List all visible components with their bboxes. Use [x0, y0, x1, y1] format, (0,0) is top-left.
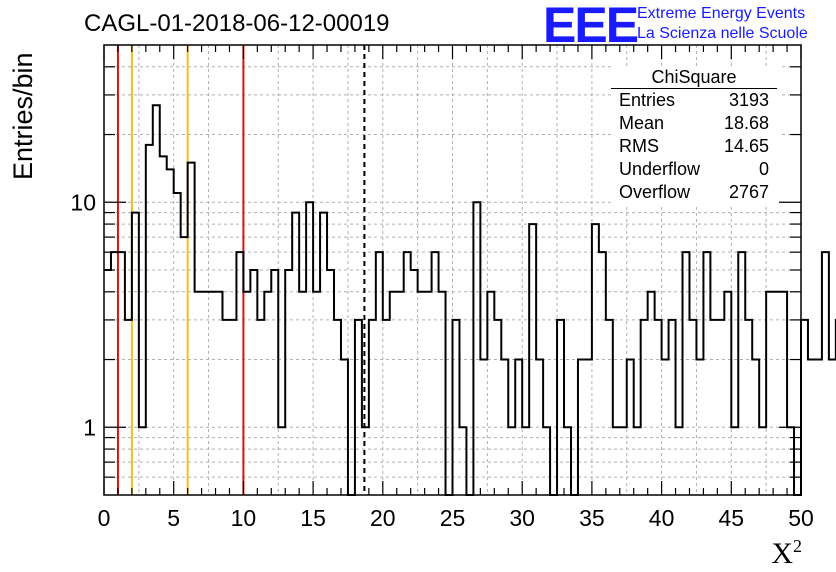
stats-label: Underflow — [619, 159, 701, 179]
stats-value: 2767 — [728, 182, 769, 202]
stats-value: 14.65 — [723, 136, 769, 156]
stats-row: Entries 3193 — [611, 89, 779, 112]
stats-value: 18.68 — [723, 113, 769, 133]
x-tick-label: 20 — [370, 505, 396, 531]
x-tick-label: 40 — [649, 505, 675, 531]
axis-tick-labels: 0 5 10 15 20 25 30 35 40 45 50 1 10 — [70, 189, 813, 531]
x-tick-label: 50 — [788, 505, 814, 531]
eee-logo: EEE — [543, 0, 639, 53]
y-axis-label: Entries/bin — [8, 52, 38, 180]
x-tick-label: 15 — [300, 505, 326, 531]
stats-title: ChiSquare — [611, 66, 777, 89]
x-axis-label: X2 — [771, 536, 802, 571]
stats-row: RMS 14.65 — [611, 135, 779, 158]
histogram-line — [104, 104, 836, 496]
stats-row: Underflow 0 — [611, 158, 779, 181]
logo-line-2: La Scienza nelle Scuole — [637, 25, 808, 42]
stats-value: 0 — [758, 159, 769, 179]
axis-ticks — [103, 45, 802, 495]
stats-label: RMS — [619, 136, 659, 156]
stats-value: 3193 — [728, 90, 769, 110]
x-tick-label: 30 — [509, 505, 535, 531]
stats-box: ChiSquare Entries 3193 Mean 18.68 RMS 14.65… — [611, 66, 779, 204]
stats-label: Entries — [619, 90, 676, 110]
chart-title: CAGL-01-2018-06-12-00019 — [84, 10, 390, 37]
x-axis-label-superscript: 2 — [793, 536, 802, 556]
x-tick-label: 0 — [98, 505, 111, 531]
stats-label: Mean — [619, 113, 665, 133]
stats-row: Mean 18.68 — [611, 112, 779, 135]
marker-lines — [116, 45, 366, 495]
logo-line-1: Extreme Energy Events — [637, 5, 806, 22]
stats-label: Overflow — [619, 182, 691, 202]
stats-row: Overflow 2767 — [611, 181, 779, 204]
x-tick-label: 5 — [167, 505, 180, 531]
y-tick-label: 10 — [70, 189, 96, 215]
y-tick-label: 1 — [83, 414, 96, 440]
x-tick-label: 45 — [719, 505, 745, 531]
x-tick-label: 10 — [231, 505, 257, 531]
x-axis-label-base: X — [771, 537, 793, 570]
x-tick-label: 25 — [440, 505, 466, 531]
x-tick-label: 35 — [579, 505, 605, 531]
